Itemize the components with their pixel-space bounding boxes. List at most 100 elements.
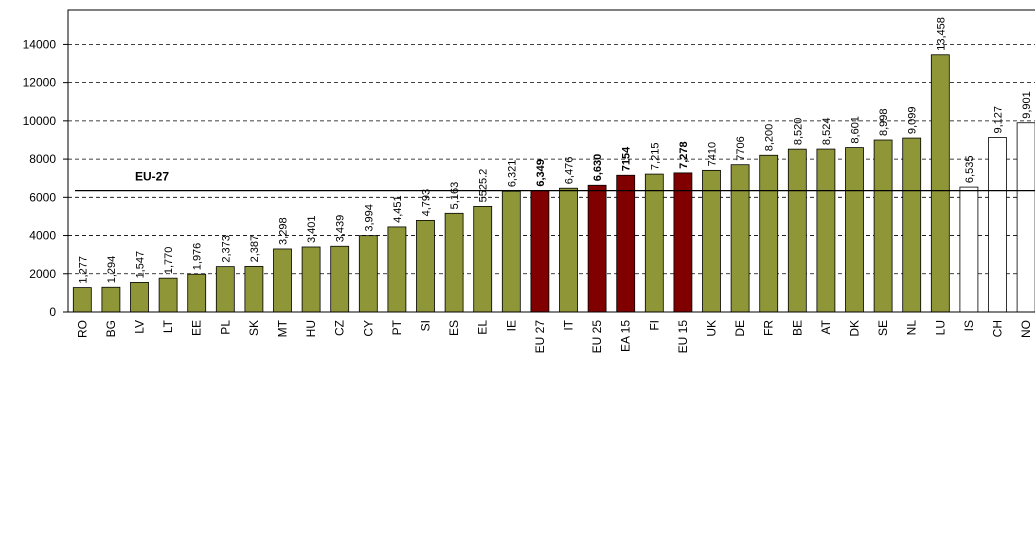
value-label: 7,215 [649, 143, 661, 171]
x-tick-label: UK [705, 320, 719, 337]
x-tick-label: EE [190, 320, 204, 336]
value-label: 6,476 [564, 157, 576, 185]
x-tick-label: SK [247, 320, 261, 336]
value-label: 9,901 [1021, 91, 1033, 119]
bar [473, 205, 493, 313]
x-tick-label: IT [562, 319, 576, 330]
bar [444, 212, 464, 313]
value-label: 4,793 [421, 189, 433, 217]
value-label: 3,401 [306, 215, 318, 243]
x-tick-label: NO [1019, 320, 1033, 338]
y-tick-label: 12000 [23, 76, 57, 90]
bar [816, 148, 836, 313]
value-label: 6,535 [964, 156, 976, 184]
y-tick-label: 4000 [29, 229, 56, 243]
value-label: 7,278 [678, 141, 690, 169]
value-label: 6,349 [535, 159, 547, 187]
bar [387, 226, 407, 313]
value-label: 3,994 [363, 204, 375, 232]
value-label: 2,387 [249, 235, 261, 263]
bar [759, 154, 779, 313]
x-tick-label: EU 15 [676, 320, 690, 354]
value-label: 9,127 [993, 106, 1005, 134]
bar [559, 187, 578, 313]
value-label: 8,524 [821, 118, 833, 146]
bar [273, 248, 292, 313]
bar [101, 286, 121, 313]
x-tick-label: ES [447, 320, 461, 336]
bar [673, 172, 693, 313]
bar [158, 277, 178, 313]
x-tick-label: SI [419, 320, 433, 331]
x-tick-label: IE [504, 320, 518, 331]
bar [730, 164, 750, 313]
value-label: 3,298 [278, 217, 290, 245]
y-tick-label: 10000 [23, 114, 57, 128]
x-tick-label: CY [361, 320, 375, 337]
value-label: 4,451 [392, 195, 404, 223]
y-tick-label: 0 [49, 305, 56, 319]
x-tick-label: LT [161, 319, 175, 333]
x-tick-label: NL [905, 320, 919, 336]
value-label: 5525.2 [478, 169, 490, 203]
x-tick-label: LV [133, 320, 147, 334]
x-tick-label: CH [991, 320, 1005, 337]
bar [845, 147, 864, 313]
bar [330, 245, 350, 313]
value-label: 8,998 [878, 108, 890, 136]
value-label: 9,099 [907, 107, 919, 135]
value-label: 8,520 [792, 118, 804, 146]
y-tick-label: 8000 [29, 152, 56, 166]
x-tick-label: CZ [333, 320, 347, 336]
bar [416, 219, 435, 313]
value-label: 6,321 [506, 160, 518, 188]
bar [902, 137, 922, 313]
x-tick-label: AT [819, 319, 833, 334]
x-tick-label: FR [762, 320, 776, 336]
value-label: 7154 [621, 146, 633, 171]
bar [358, 235, 378, 313]
value-label: 1,277 [77, 256, 89, 284]
y-tick-label: 14000 [23, 37, 57, 51]
value-label: 3,439 [335, 215, 347, 243]
value-label: 5,163 [449, 182, 461, 210]
bar [1016, 122, 1035, 313]
bar [530, 190, 550, 313]
x-tick-label: HU [304, 320, 318, 337]
x-tick-label: FI [647, 320, 661, 331]
value-label: 1,294 [106, 256, 118, 284]
bar [988, 137, 1007, 313]
bar [187, 273, 207, 313]
bar [301, 246, 321, 313]
value-label: 7706 [735, 136, 747, 160]
bar [616, 174, 636, 313]
bar [930, 54, 950, 313]
x-tick-label: EL [476, 320, 490, 335]
x-tick-label: PT [390, 319, 404, 335]
value-label: 8,601 [850, 116, 862, 144]
value-label: 1,976 [192, 243, 204, 271]
value-label: 13,458 [935, 17, 947, 51]
reference-label: EU-27 [135, 170, 169, 184]
x-tick-label: MT [276, 319, 290, 337]
x-tick-label: LU [933, 320, 947, 335]
bar [244, 265, 264, 313]
y-tick-label: 2000 [29, 267, 56, 281]
value-label: 8,200 [764, 124, 776, 152]
bar [873, 139, 893, 313]
y-tick-label: 6000 [29, 190, 56, 204]
value-label: 6,630 [592, 154, 604, 182]
x-tick-label: BG [104, 320, 118, 337]
x-tick-label: IS [962, 320, 976, 331]
bar [959, 186, 979, 313]
bar [72, 287, 92, 313]
x-tick-label: EU 25 [590, 320, 604, 354]
x-tick-label: EA 15 [619, 320, 633, 352]
value-label: 1,547 [135, 251, 147, 279]
value-label: 7410 [707, 142, 719, 166]
bar [644, 173, 664, 313]
value-label: 1,770 [163, 247, 175, 275]
value-label: 2,373 [220, 235, 232, 263]
bar [130, 282, 149, 313]
